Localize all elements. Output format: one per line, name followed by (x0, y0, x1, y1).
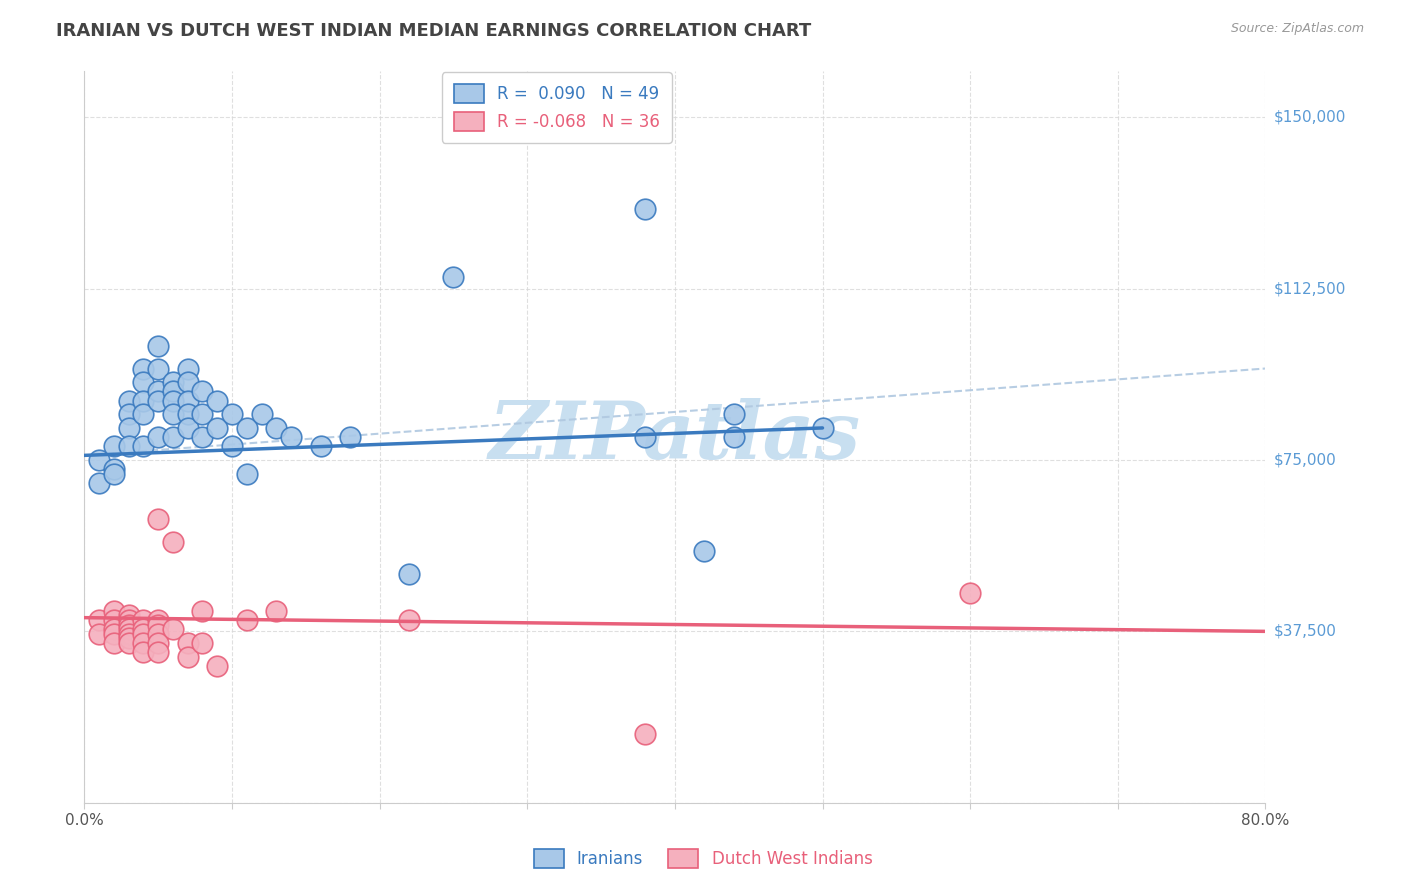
Point (148, 361, 170, 376)
Text: $37,500: $37,500 (1274, 624, 1337, 639)
Point (723, 430, 745, 444)
Point (177, 361, 200, 376)
Point (118, 636, 141, 650)
Point (634, 202, 657, 216)
Point (693, 544, 716, 558)
Point (221, 439, 243, 453)
Point (132, 626, 155, 640)
Point (132, 636, 155, 650)
Point (250, 407, 273, 421)
Point (103, 439, 125, 453)
Point (207, 421, 229, 435)
Point (148, 636, 170, 650)
Point (191, 407, 214, 421)
Point (103, 467, 125, 481)
Point (177, 393, 200, 408)
Point (132, 375, 155, 389)
Point (118, 632, 141, 646)
Point (148, 645, 170, 659)
Point (118, 439, 141, 453)
Point (103, 613, 125, 627)
Point (162, 622, 184, 636)
Point (398, 613, 420, 627)
Point (309, 439, 332, 453)
Point (132, 622, 155, 636)
Legend: R =  0.090   N = 49, R = -0.068   N = 36: R = 0.090 N = 49, R = -0.068 N = 36 (441, 72, 672, 143)
Point (87, 475, 111, 490)
Point (148, 430, 170, 444)
Point (634, 727, 657, 741)
Point (103, 622, 125, 636)
Point (207, 658, 229, 673)
Point (103, 636, 125, 650)
Point (177, 649, 200, 664)
Point (87, 453, 111, 467)
Point (236, 467, 259, 481)
Point (148, 617, 170, 632)
Point (118, 622, 141, 636)
Point (191, 430, 214, 444)
Point (132, 613, 155, 627)
Point (118, 407, 141, 421)
Point (118, 613, 141, 627)
Point (162, 393, 184, 408)
Point (723, 407, 745, 421)
Point (162, 407, 184, 421)
Point (118, 626, 141, 640)
Point (103, 462, 125, 476)
Text: ZIPatlas: ZIPatlas (489, 399, 860, 475)
Point (811, 421, 834, 435)
Text: Source: ZipAtlas.com: Source: ZipAtlas.com (1230, 22, 1364, 36)
Point (191, 604, 214, 618)
Point (118, 421, 141, 435)
Point (132, 407, 155, 421)
Point (177, 407, 200, 421)
Point (236, 421, 259, 435)
Point (162, 430, 184, 444)
Point (103, 626, 125, 640)
Point (118, 393, 141, 408)
Point (118, 608, 141, 623)
Text: IRANIAN VS DUTCH WEST INDIAN MEDIAN EARNINGS CORRELATION CHART: IRANIAN VS DUTCH WEST INDIAN MEDIAN EARN… (56, 22, 811, 40)
Point (118, 617, 141, 632)
Point (266, 421, 288, 435)
Point (339, 430, 361, 444)
Point (148, 384, 170, 399)
Point (236, 613, 259, 627)
Point (162, 375, 184, 389)
Point (132, 393, 155, 408)
Text: $150,000: $150,000 (1274, 110, 1346, 125)
Point (398, 567, 420, 582)
Point (87, 613, 111, 627)
Point (221, 407, 243, 421)
Point (959, 585, 981, 599)
Point (177, 636, 200, 650)
Point (280, 430, 302, 444)
Point (103, 604, 125, 618)
Point (148, 393, 170, 408)
Point (132, 439, 155, 453)
Point (148, 338, 170, 352)
Text: $112,500: $112,500 (1274, 281, 1346, 296)
Text: $75,000: $75,000 (1274, 452, 1337, 467)
Point (148, 613, 170, 627)
Point (87, 626, 111, 640)
Point (191, 384, 214, 399)
Point (162, 535, 184, 549)
Point (634, 430, 657, 444)
Point (162, 384, 184, 399)
Point (132, 645, 155, 659)
Point (148, 512, 170, 526)
Point (177, 421, 200, 435)
Point (132, 361, 155, 376)
Point (207, 393, 229, 408)
Legend: Iranians, Dutch West Indians: Iranians, Dutch West Indians (527, 842, 879, 875)
Point (443, 270, 465, 285)
Point (148, 626, 170, 640)
Point (177, 375, 200, 389)
Point (191, 636, 214, 650)
Point (266, 604, 288, 618)
